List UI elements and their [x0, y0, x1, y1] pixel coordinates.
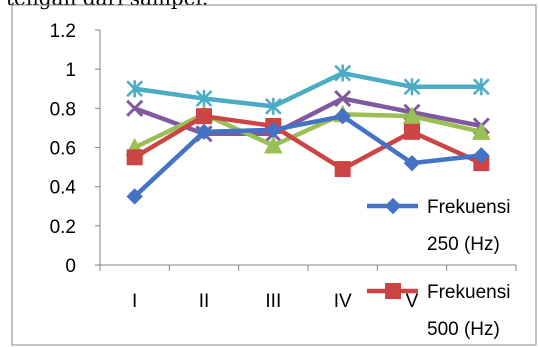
- y-tick-label: 0.6: [50, 139, 76, 160]
- square-marker: [334, 161, 351, 178]
- legend-label: Frekuensi: [427, 282, 510, 303]
- data-point: [404, 123, 420, 140]
- legend-label: 500 (Hz): [427, 319, 500, 340]
- data-point: [126, 80, 144, 98]
- series-line: [133, 113, 483, 172]
- legend-item-background: [424, 190, 522, 244]
- data-point: [334, 161, 351, 178]
- data-point: [334, 107, 351, 125]
- square-marker: [126, 149, 143, 166]
- y-tick-label: 0.4: [50, 178, 77, 199]
- data-point: [264, 97, 282, 115]
- data-point: [473, 147, 490, 164]
- legend-label: Frekuensi: [427, 197, 510, 218]
- square-marker: [196, 108, 212, 125]
- legend-item-1: Frekuensi 250 (Hz): [367, 190, 522, 255]
- x-marker-stroke: [126, 99, 144, 117]
- x-tick-label: IV: [334, 291, 352, 312]
- data-point: [403, 154, 421, 172]
- chart-frame: [11, 4, 537, 346]
- diamond-marker: [403, 154, 421, 172]
- diamond-marker: [265, 121, 282, 139]
- legend-item-2: Frekuensi 500 (Hz): [367, 275, 522, 340]
- series-5: [126, 64, 490, 115]
- x-tick-label: III: [265, 291, 281, 312]
- x-tick-label: I: [132, 291, 137, 312]
- series-group: [125, 64, 491, 205]
- series-line: [133, 113, 482, 199]
- data-point: [126, 99, 144, 117]
- data-point: [403, 78, 421, 96]
- legend: Frekuensi 250 (Hz) Frekuensi 500 (Hz): [367, 190, 522, 340]
- data-point: [334, 64, 352, 82]
- series-1: [126, 107, 490, 205]
- y-tick-label: 0.8: [50, 99, 76, 120]
- x-tick-label: II: [199, 291, 210, 312]
- legend-label: 250 (Hz): [427, 234, 500, 255]
- x-tick-label: V: [406, 291, 419, 312]
- data-point: [195, 90, 213, 108]
- series-4: [126, 89, 490, 143]
- diamond-marker: [473, 147, 490, 164]
- triangle-marker: [472, 122, 491, 140]
- data-point: [472, 122, 491, 140]
- data-point: [265, 121, 282, 139]
- diamond-marker: [384, 197, 402, 215]
- data-point: [196, 108, 212, 125]
- data-point: [195, 123, 213, 141]
- y-tick-label: 1.2: [50, 21, 76, 42]
- diamond-marker: [334, 107, 351, 125]
- series-line: [134, 70, 482, 109]
- data-point: [402, 106, 422, 125]
- y-tick-label: 0.2: [50, 217, 76, 238]
- diamond-marker: [195, 123, 213, 141]
- square-marker: [404, 123, 420, 140]
- triangle-marker: [264, 135, 283, 154]
- x-marker-stroke: [334, 89, 352, 108]
- triangle-marker: [402, 106, 422, 125]
- series-line: [133, 96, 482, 137]
- legend-item-background: [424, 275, 522, 329]
- data-point: [126, 149, 143, 166]
- axes: 00.20.40.60.811.2IIIIIIIVVVI: [50, 21, 517, 312]
- diamond-marker: [126, 188, 143, 205]
- data-point: [472, 78, 490, 96]
- y-tick-label: 1: [65, 60, 76, 81]
- series-line: [133, 111, 482, 150]
- data-point: [126, 188, 143, 205]
- data-point: [334, 89, 352, 108]
- square-marker: [385, 283, 401, 299]
- data-point: [264, 135, 283, 154]
- y-tick-label: 0: [65, 256, 76, 277]
